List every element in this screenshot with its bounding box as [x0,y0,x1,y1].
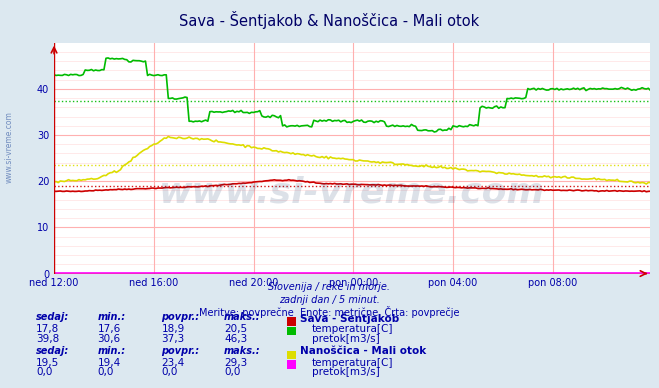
Text: 39,8: 39,8 [36,334,59,344]
Text: 37,3: 37,3 [161,334,185,344]
Text: pretok[m3/s]: pretok[m3/s] [312,367,380,378]
Text: www.si-vreme.com: www.si-vreme.com [159,176,545,210]
Text: 17,6: 17,6 [98,324,121,334]
Text: pretok[m3/s]: pretok[m3/s] [312,334,380,344]
Text: min.:: min.: [98,312,126,322]
Text: 0,0: 0,0 [36,367,53,378]
Text: www.si-vreme.com: www.si-vreme.com [5,111,14,184]
Text: 19,5: 19,5 [36,358,59,368]
Text: povpr.:: povpr.: [161,346,200,356]
Text: sedaj:: sedaj: [36,346,69,356]
Text: povpr.:: povpr.: [161,312,200,322]
Text: Sava - Šentjakob: Sava - Šentjakob [300,312,399,324]
Text: Nanoščica - Mali otok: Nanoščica - Mali otok [300,346,426,356]
Text: 0,0: 0,0 [224,367,241,378]
Text: maks.:: maks.: [224,346,261,356]
Text: 29,3: 29,3 [224,358,247,368]
Text: 18,9: 18,9 [161,324,185,334]
Text: 30,6: 30,6 [98,334,121,344]
Text: maks.:: maks.: [224,312,261,322]
Text: sedaj:: sedaj: [36,312,69,322]
Text: zadnji dan / 5 minut.: zadnji dan / 5 minut. [279,295,380,305]
Text: Sava - Šentjakob & Nanoščica - Mali otok: Sava - Šentjakob & Nanoščica - Mali otok [179,11,480,29]
Text: 46,3: 46,3 [224,334,247,344]
Text: 20,5: 20,5 [224,324,247,334]
Text: 23,4: 23,4 [161,358,185,368]
Text: temperatura[C]: temperatura[C] [312,324,393,334]
Text: temperatura[C]: temperatura[C] [312,358,393,368]
Text: min.:: min.: [98,346,126,356]
Text: 19,4: 19,4 [98,358,121,368]
Text: Slovenija / reke in morje.: Slovenija / reke in morje. [268,282,391,293]
Text: Meritve: povprečne  Enote: metrične  Črta: povprečje: Meritve: povprečne Enote: metrične Črta:… [199,306,460,318]
Text: 0,0: 0,0 [98,367,114,378]
Text: 17,8: 17,8 [36,324,59,334]
Text: 0,0: 0,0 [161,367,178,378]
